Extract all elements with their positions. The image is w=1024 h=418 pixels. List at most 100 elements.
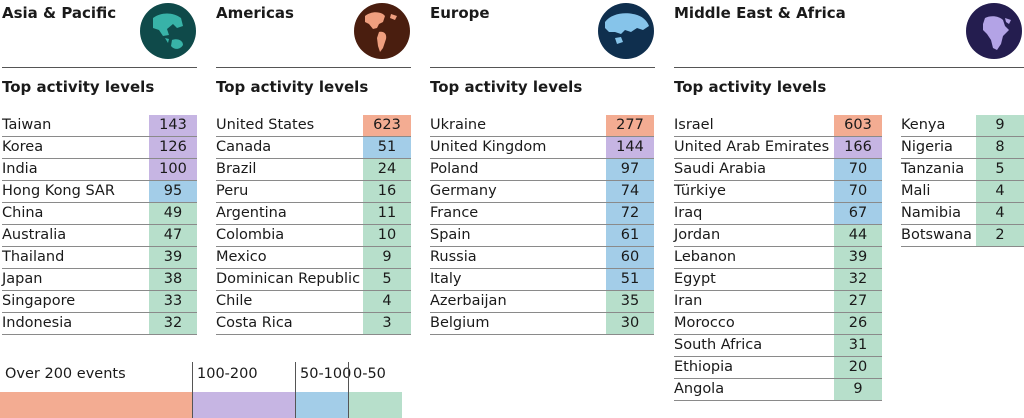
country-name: Japan (2, 271, 43, 287)
table-row: Israel 603 (674, 115, 882, 137)
country-name: France (430, 205, 479, 221)
legend-item-100-200: 100-200 (192, 362, 295, 418)
country-name: United Arab Emirates (674, 139, 830, 155)
country-name: Türkiye (674, 183, 726, 199)
legend-item-0-50: 0-50 (348, 362, 402, 418)
activity-value: 51 (606, 269, 654, 290)
activity-value: 277 (606, 115, 654, 136)
table-row: Tanzania 5 (901, 159, 1024, 181)
country-name: Germany (430, 183, 497, 199)
activity-value: 95 (149, 181, 197, 202)
table-row: Lebanon 39 (674, 247, 882, 269)
activity-value: 9 (363, 247, 411, 268)
country-name: Ukraine (430, 117, 486, 133)
legend-swatch (0, 392, 192, 418)
activity-value: 5 (976, 159, 1024, 180)
activity-value: 72 (606, 203, 654, 224)
table-row: Azerbaijan 35 (430, 291, 654, 313)
activity-value: 9 (976, 115, 1024, 136)
activity-value: 97 (606, 159, 654, 180)
legend-separator (348, 362, 349, 418)
region-divider (430, 67, 655, 68)
country-name: Spain (430, 227, 471, 243)
activity-value: 11 (363, 203, 411, 224)
legend-label: 100-200 (197, 366, 258, 382)
legend-label: Over 200 events (5, 366, 126, 382)
country-name: Iran (674, 293, 703, 309)
table-row: Chile 4 (216, 291, 411, 313)
activity-value: 49 (149, 203, 197, 224)
region-divider (674, 67, 1024, 68)
activity-value: 143 (149, 115, 197, 136)
country-list: Taiwan 143 Korea 126 India 100 Hong Kong SA… (2, 115, 197, 335)
activity-value: 39 (834, 247, 882, 268)
table-row: Taiwan 143 (2, 115, 197, 137)
legend-label: 50-100 (300, 366, 352, 382)
region-divider (216, 67, 411, 68)
activity-value: 31 (834, 335, 882, 356)
activity-value: 9 (834, 379, 882, 400)
table-row: Brazil 24 (216, 159, 411, 181)
subheading: Top activity levels (674, 78, 827, 96)
activity-value: 51 (363, 137, 411, 158)
country-name: Australia (2, 227, 67, 243)
table-row: United States 623 (216, 115, 411, 137)
country-name: Brazil (216, 161, 257, 177)
table-row: Russia 60 (430, 247, 654, 269)
country-name: Russia (430, 249, 477, 265)
country-name: Ethiopia (674, 359, 734, 375)
table-row: India 100 (2, 159, 197, 181)
table-row: France 72 (430, 203, 654, 225)
activity-value: 20 (834, 357, 882, 378)
country-name: Chile (216, 293, 253, 309)
table-row: Belgium 30 (430, 313, 654, 335)
table-row: Jordan 44 (674, 225, 882, 247)
globe-americas-icon (353, 2, 411, 60)
activity-value: 623 (363, 115, 411, 136)
table-row: Morocco 26 (674, 313, 882, 335)
region-title: Middle East & Africa (674, 4, 846, 22)
activity-value: 100 (149, 159, 197, 180)
country-name: Nigeria (901, 139, 953, 155)
country-name: Hong Kong SAR (2, 183, 115, 199)
activity-value: 10 (363, 225, 411, 246)
country-name: Azerbaijan (430, 293, 507, 309)
country-name: India (2, 161, 38, 177)
table-row: Italy 51 (430, 269, 654, 291)
country-name: Costa Rica (216, 315, 293, 331)
activity-value: 27 (834, 291, 882, 312)
legend-separator (295, 362, 296, 418)
legend: Over 200 events 100-200 50-100 0-50 (0, 362, 402, 418)
table-row: Angola 9 (674, 379, 882, 401)
country-name: Tanzania (901, 161, 965, 177)
country-name: Peru (216, 183, 249, 199)
table-row: Nigeria 8 (901, 137, 1024, 159)
country-name: Saudi Arabia (674, 161, 767, 177)
table-row: Namibia 4 (901, 203, 1024, 225)
subheading: Top activity levels (216, 78, 369, 96)
legend-swatch (192, 392, 295, 418)
country-list: United States 623 Canada 51 Brazil 24 Peru 1… (216, 115, 411, 335)
country-name: Mexico (216, 249, 267, 265)
table-row: United Arab Emirates 166 (674, 137, 882, 159)
activity-value: 3 (363, 313, 411, 334)
country-name: Poland (430, 161, 479, 177)
activity-value: 74 (606, 181, 654, 202)
region-divider (2, 67, 197, 68)
country-name: China (2, 205, 44, 221)
country-name: Israel (674, 117, 714, 133)
table-row: Iran 27 (674, 291, 882, 313)
activity-value: 32 (834, 269, 882, 290)
activity-value: 30 (606, 313, 654, 334)
table-row: Thailand 39 (2, 247, 197, 269)
activity-value: 60 (606, 247, 654, 268)
table-row: Türkiye 70 (674, 181, 882, 203)
table-row: Egypt 32 (674, 269, 882, 291)
activity-value: 70 (834, 159, 882, 180)
region-title: Europe (430, 4, 490, 22)
legend-item-over-200: Over 200 events (0, 362, 192, 418)
region-title: Asia & Pacific (2, 4, 117, 22)
legend-swatch (348, 392, 402, 418)
country-name: Korea (2, 139, 44, 155)
country-name: Morocco (674, 315, 735, 331)
